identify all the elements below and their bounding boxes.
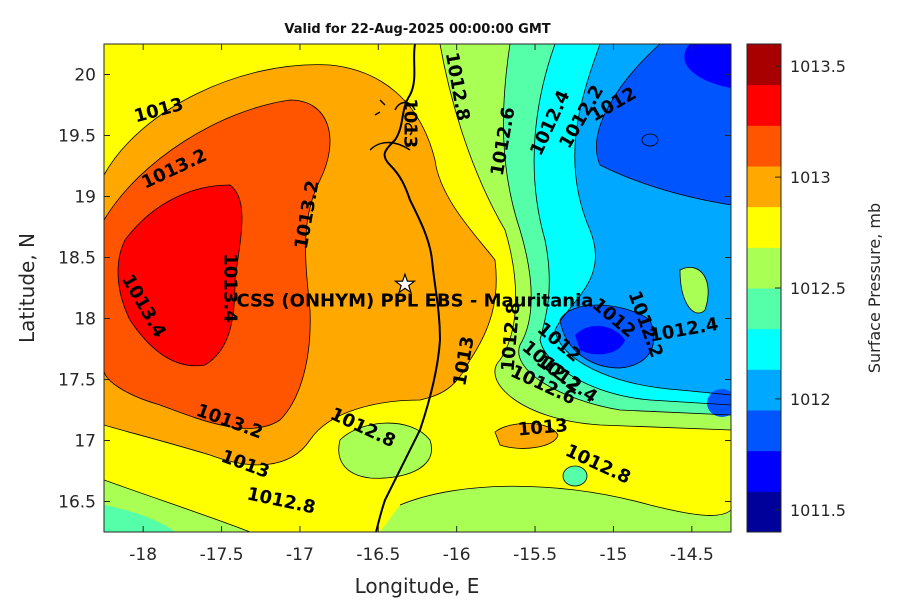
x-axis-ticks: -18 -17.5 -17 -16.5 -16 -15.5 -15 -14.5: [129, 44, 714, 565]
x-tick-label: -16.5: [356, 545, 400, 565]
y-tick-label: 16.5: [58, 493, 96, 513]
station-label: CSS (ONHYM) PPL EBS - Mauritania: [236, 290, 593, 311]
colorbar-segment: [747, 369, 781, 411]
y-tick-label: 19.5: [58, 127, 96, 147]
field-band-south-green: [338, 423, 432, 479]
colorbar-segment: [747, 288, 781, 330]
x-axis-label: Longitude, E: [355, 574, 480, 598]
field-band-south-green-blob: [563, 466, 587, 486]
colorbar-label: Surface Pressure, mb: [865, 203, 884, 373]
colorbar-tick-label: 1012.5: [790, 279, 846, 298]
contour-line: [562, 465, 588, 487]
colorbar-segment: [747, 247, 781, 289]
coastline-islands: [369, 99, 416, 151]
contour-line: [104, 479, 251, 532]
y-axis-label: Latitude, N: [15, 233, 39, 343]
colorbar-segment: [747, 491, 781, 533]
coastline: [369, 44, 442, 532]
field-band-1013.4-1013.6: [118, 185, 242, 366]
contour-line: [399, 485, 731, 516]
contour-line: [559, 304, 655, 369]
contour-line: [554, 44, 731, 396]
colorbar-segment: [747, 44, 781, 86]
contour-line: [533, 44, 731, 406]
contour-line: [679, 267, 709, 314]
field-band-1011.6-1011.8-south: [575, 325, 625, 355]
x-tick-label: -18: [129, 545, 157, 565]
colorbar-frame: [746, 43, 782, 533]
contour-line: [439, 44, 731, 431]
colorbar-segment: [747, 450, 781, 492]
station-star-icon[interactable]: [393, 272, 417, 294]
colorbar-segment: [747, 206, 781, 248]
station-layer: CSS (ONHYM) PPL EBS - Mauritania: [236, 272, 593, 311]
field-band-1013-south-patch: [495, 423, 558, 449]
colorbar-segment: [747, 328, 781, 370]
y-tick-label: 18: [74, 310, 96, 330]
contour-label: 1013.4: [219, 253, 240, 322]
contour-lines: [104, 44, 731, 532]
field-band-sw-teal: [104, 505, 175, 532]
map-title: Valid for 22-Aug-2025 00:00:00 GMT: [284, 22, 551, 37]
x-tick-label: -15.5: [513, 545, 557, 565]
plot-frame: [103, 43, 732, 533]
contour-line: [104, 99, 331, 429]
colorbar-tick-label: 1012: [790, 390, 831, 409]
y-tick-label: 20: [74, 66, 96, 86]
y-tick-label: 17: [74, 432, 96, 452]
y-tick-label: 18.5: [58, 249, 96, 269]
x-tick-label: -16: [443, 545, 471, 565]
field-band-southeast: [707, 389, 731, 417]
y-axis-ticks: 16.5 17 17.5 18 18.5 19 19.5 20: [58, 66, 731, 513]
contour-line: [641, 133, 659, 147]
colorbar-segment: [747, 84, 781, 126]
contour-line: [494, 422, 559, 449]
contour-line: [596, 44, 731, 206]
colorbar-segment: [747, 125, 781, 167]
x-tick-label: -15: [600, 545, 628, 565]
field-band-1011.6-1011.8: [684, 44, 731, 88]
y-tick-label: 17.5: [58, 371, 96, 391]
colorbar-tick-label: 1013.5: [790, 57, 846, 76]
field-band-east-green: [680, 267, 709, 314]
contour-line: [104, 64, 497, 466]
colorbar-segment: [747, 166, 781, 208]
coastline-path: [375, 44, 442, 532]
colorbar-ticks: 1011.5 1012 1012.5 1013 1013.5: [775, 57, 846, 520]
contour-label: 1013: [400, 98, 421, 148]
field-band-1011.8-1012: [596, 44, 731, 205]
colorbar-segment: [747, 410, 781, 452]
colorbar-tick-label: 1011.5: [790, 501, 846, 520]
contour-line: [338, 422, 432, 479]
contour-label: 1013: [517, 415, 569, 440]
field-band-south-green-2: [380, 486, 731, 532]
y-tick-label: 19: [74, 188, 96, 208]
x-tick-label: -17: [286, 545, 314, 565]
contour-line: [503, 44, 731, 416]
contour-line: [117, 184, 243, 367]
colorbar-tick-label: 1013: [790, 168, 831, 187]
colorbar: [747, 44, 781, 533]
x-tick-label: -17.5: [200, 545, 244, 565]
x-tick-label: -14.5: [670, 545, 714, 565]
